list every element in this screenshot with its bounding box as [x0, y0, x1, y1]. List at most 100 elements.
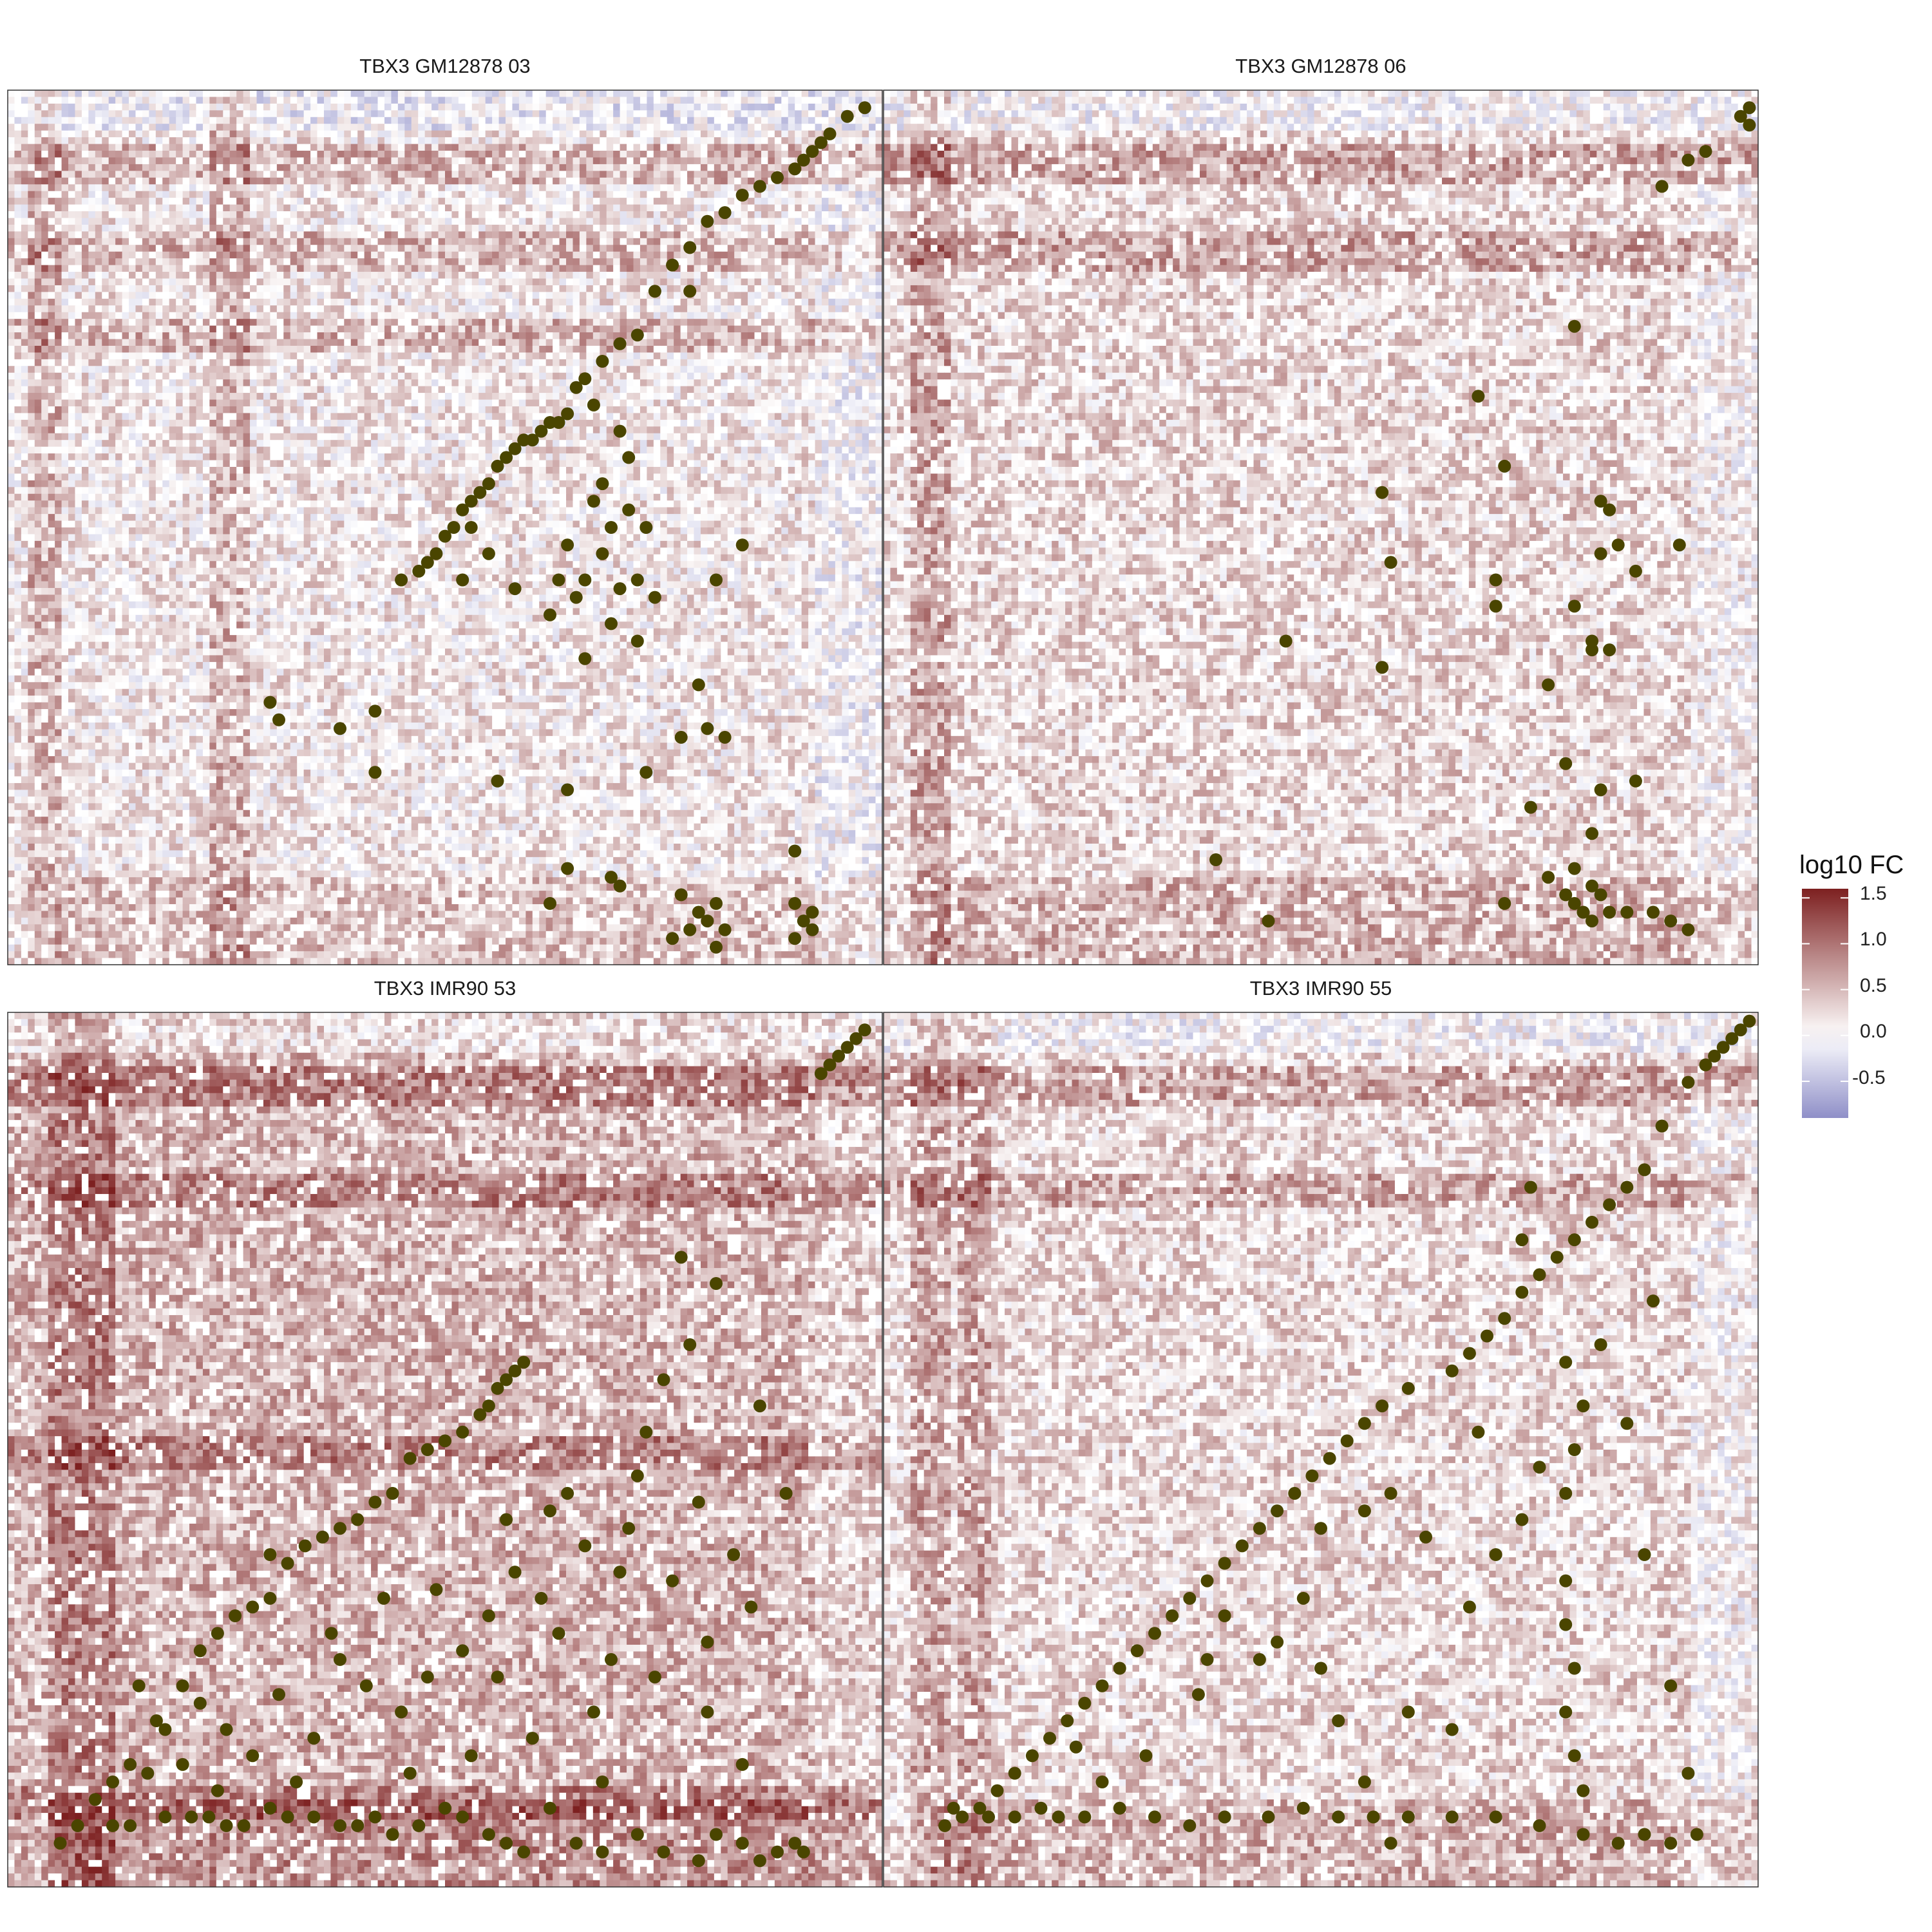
data-point — [1446, 1365, 1459, 1378]
data-point — [1139, 1749, 1152, 1762]
data-point — [1603, 906, 1616, 919]
data-point — [1323, 1452, 1336, 1465]
data-point — [736, 538, 749, 551]
data-point — [1577, 1828, 1589, 1841]
data-point — [631, 328, 644, 341]
legend-title: log10 FC — [1799, 851, 1904, 879]
data-point — [666, 259, 679, 272]
data-point — [780, 1487, 793, 1500]
data-point — [439, 1434, 451, 1447]
data-point — [1358, 1417, 1371, 1430]
data-point — [1620, 906, 1633, 919]
data-point — [316, 1531, 329, 1544]
data-point — [1577, 1785, 1589, 1797]
data-point — [683, 241, 696, 254]
data-point — [1595, 1338, 1607, 1351]
data-point — [596, 477, 609, 490]
data-point — [1271, 1504, 1283, 1517]
data-point — [1332, 1714, 1345, 1727]
data-point — [1603, 1198, 1616, 1211]
data-point — [1288, 1487, 1301, 1500]
legend-tick-label: -0.5 — [1852, 1067, 1886, 1088]
data-point — [1148, 1627, 1161, 1640]
data-point — [544, 609, 556, 621]
heatmap-panel: TBX3 GM12878 06 — [884, 55, 1759, 965]
data-point — [710, 897, 723, 910]
data-point — [1612, 538, 1625, 551]
data-point — [482, 1609, 495, 1622]
data-point — [947, 1802, 960, 1815]
data-point — [1209, 853, 1222, 866]
color-legend: log10 FC 1.5 1.0 0.5 0.0 -0.5 — [1799, 851, 1904, 1118]
data-point — [133, 1680, 146, 1692]
data-point — [1647, 906, 1660, 919]
data-point — [1262, 914, 1275, 927]
data-point — [1664, 1680, 1677, 1692]
data-point — [482, 1828, 495, 1841]
data-point — [1078, 1697, 1091, 1710]
data-point — [596, 1776, 609, 1788]
data-point — [605, 617, 618, 630]
data-point — [710, 941, 723, 954]
data-point — [1490, 1810, 1502, 1823]
data-point — [1524, 1181, 1537, 1194]
data-point — [176, 1758, 189, 1771]
data-point — [675, 731, 688, 744]
data-point — [106, 1819, 119, 1832]
data-point — [727, 1548, 740, 1561]
data-point — [500, 1837, 513, 1850]
data-point — [692, 678, 705, 691]
data-point — [211, 1785, 224, 1797]
data-point — [788, 845, 801, 858]
data-point — [1183, 1819, 1196, 1832]
data-point — [404, 1452, 417, 1465]
data-point — [622, 504, 635, 516]
data-point — [561, 783, 574, 796]
legend-tick-label: 1.5 — [1860, 883, 1887, 904]
data-point — [658, 1846, 670, 1859]
data-point — [1681, 923, 1694, 936]
data-point — [1402, 1705, 1415, 1718]
data-point — [806, 906, 819, 919]
data-point — [736, 1758, 749, 1771]
data-point — [1271, 1636, 1283, 1649]
data-point — [649, 1671, 661, 1683]
data-point — [456, 1644, 469, 1657]
data-point — [1542, 678, 1555, 691]
data-point — [1009, 1767, 1021, 1780]
data-point — [570, 1837, 583, 1850]
data-point — [1113, 1662, 1126, 1675]
data-point — [1533, 1819, 1546, 1832]
data-point — [1586, 1216, 1598, 1229]
heatmap-panel: TBX3 IMR90 55 — [884, 977, 1759, 1888]
data-point — [1515, 1513, 1528, 1526]
data-point — [1385, 556, 1397, 569]
heatmap-cells — [884, 1012, 1759, 1888]
data-point — [263, 696, 276, 709]
data-point — [1376, 486, 1388, 499]
data-point — [991, 1785, 1004, 1797]
data-point — [439, 530, 451, 543]
data-point — [614, 337, 627, 350]
data-point — [1498, 1312, 1511, 1325]
data-point — [185, 1810, 198, 1823]
data-point — [1638, 1163, 1651, 1176]
panel-title: TBX3 GM12878 03 — [359, 55, 530, 77]
data-point — [351, 1819, 364, 1832]
data-point — [683, 285, 696, 298]
data-point — [1690, 1828, 1703, 1841]
data-point — [1559, 1575, 1572, 1587]
data-point — [544, 1802, 556, 1815]
data-point — [736, 189, 749, 202]
data-point — [412, 565, 425, 578]
data-point — [456, 574, 469, 587]
data-point — [683, 923, 696, 936]
data-point — [1297, 1802, 1310, 1815]
data-point — [1297, 1592, 1310, 1605]
data-point — [263, 1548, 276, 1561]
data-point — [246, 1749, 259, 1762]
data-point — [1376, 1399, 1388, 1412]
data-point — [639, 521, 652, 534]
data-point — [858, 101, 871, 114]
data-point — [771, 171, 784, 184]
